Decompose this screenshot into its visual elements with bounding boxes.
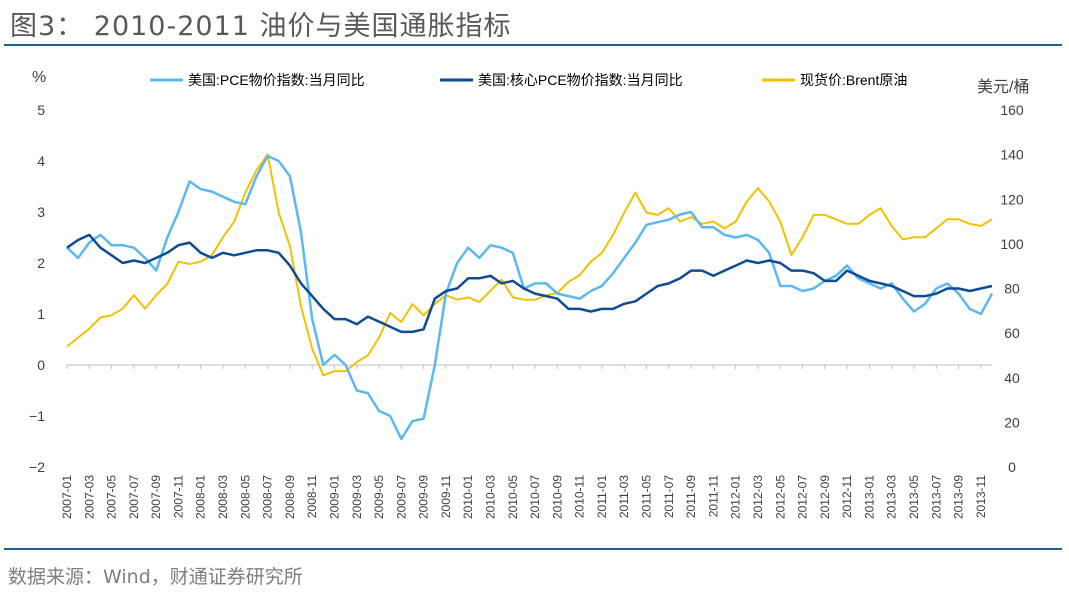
x-tick-label: 2010-11 bbox=[573, 475, 587, 518]
x-tick-label: 2012-01 bbox=[729, 475, 743, 519]
x-tick-label: 2013-01 bbox=[862, 475, 876, 519]
x-tick-label: 2011-11 bbox=[706, 475, 720, 518]
x-tick-label: 2008-03 bbox=[216, 475, 230, 519]
y-left-tick-label: −2 bbox=[29, 459, 45, 475]
x-tick-label: 2009-11 bbox=[439, 475, 453, 518]
x-tick-label: 2008-11 bbox=[305, 475, 319, 518]
series-line-0 bbox=[66, 154, 994, 441]
y-right-tick-label: 160 bbox=[1000, 102, 1024, 118]
x-tick-label: 2013-05 bbox=[907, 475, 921, 519]
x-tick-label: 2008-09 bbox=[283, 475, 297, 519]
y-right-tick-label: 60 bbox=[1004, 325, 1020, 341]
x-tick-label: 2007-05 bbox=[105, 475, 119, 519]
x-tick-label: 2010-05 bbox=[506, 475, 520, 519]
x-tick-label: 2008-07 bbox=[261, 475, 275, 519]
x-tick-label: 2011-09 bbox=[684, 475, 698, 518]
x-tick-label: 2011-07 bbox=[662, 475, 676, 518]
y-right-tick-label: 40 bbox=[1004, 370, 1020, 386]
x-tick-label: 2012-07 bbox=[796, 475, 810, 519]
legend-label: 现货价:Brent原油 bbox=[800, 72, 907, 88]
x-tick-label: 2008-01 bbox=[194, 475, 208, 519]
x-tick-label: 2010-03 bbox=[483, 475, 497, 519]
y-right-tick-label: 140 bbox=[1000, 147, 1024, 163]
x-tick-label: 2010-09 bbox=[550, 475, 564, 519]
x-tick-label: 2009-05 bbox=[372, 475, 386, 519]
series-line-1 bbox=[66, 233, 993, 334]
x-tick-label: 2009-03 bbox=[350, 475, 364, 519]
x-tick-label: 2007-09 bbox=[149, 475, 163, 519]
y-right-tick-label: 20 bbox=[1004, 414, 1020, 430]
source-note: 数据来源：Wind，财通证券研究所 bbox=[8, 566, 303, 588]
x-tick-label: 2007-07 bbox=[127, 475, 141, 519]
x-tick-label: 2011-05 bbox=[640, 475, 654, 518]
x-tick-label: 2013-11 bbox=[974, 475, 988, 518]
x-tick-label: 2012-11 bbox=[840, 475, 854, 518]
y-left-tick-label: 2 bbox=[37, 255, 45, 271]
title-divider bbox=[4, 44, 1062, 46]
legend-label: 美国:PCE物价指数:当月同比 bbox=[188, 72, 365, 88]
series-line-2 bbox=[66, 153, 993, 377]
x-tick-label: 2010-07 bbox=[528, 475, 542, 519]
y-left-unit: % bbox=[32, 69, 46, 86]
x-tick-label: 2009-01 bbox=[327, 475, 341, 519]
x-tick-label: 2007-03 bbox=[82, 475, 96, 519]
x-tick-label: 2012-05 bbox=[773, 475, 787, 519]
y-left-tick-label: −1 bbox=[29, 408, 45, 424]
x-tick-label: 2011-01 bbox=[595, 475, 609, 518]
x-tick-label: 2008-05 bbox=[238, 475, 252, 519]
x-tick-label: 2012-09 bbox=[818, 475, 832, 519]
source-divider bbox=[4, 548, 1062, 550]
y-right-tick-label: 120 bbox=[1000, 191, 1024, 207]
y-left-tick-label: 3 bbox=[37, 204, 45, 220]
y-right-tick-label: 100 bbox=[1000, 236, 1024, 252]
y-left-tick-label: 5 bbox=[37, 102, 45, 118]
chart-title: 图3： 2010-2011 油价与美国通胀指标 bbox=[10, 11, 512, 42]
x-tick-label: 2013-07 bbox=[929, 475, 943, 519]
y-right-unit: 美元/桶 bbox=[977, 78, 1029, 96]
x-tick-label: 2013-09 bbox=[952, 475, 966, 519]
legend-label: 美国:核心PCE物价指数:当月同比 bbox=[478, 72, 683, 88]
y-left-tick-label: 1 bbox=[37, 306, 45, 322]
x-tick-label: 2013-03 bbox=[885, 475, 899, 519]
x-tick-label: 2011-03 bbox=[617, 475, 631, 518]
x-tick-label: 2009-09 bbox=[417, 475, 431, 519]
x-tick-label: 2012-03 bbox=[751, 475, 765, 519]
x-tick-label: 2010-01 bbox=[461, 475, 475, 519]
x-tick-label: 2009-07 bbox=[394, 475, 408, 519]
x-tick-label: 2007-11 bbox=[171, 475, 185, 518]
y-left-tick-label: 0 bbox=[37, 357, 45, 373]
x-tick-label: 2007-01 bbox=[60, 475, 74, 519]
y-right-tick-label: 0 bbox=[1008, 459, 1016, 475]
y-left-tick-label: 4 bbox=[37, 153, 45, 169]
y-right-tick-label: 80 bbox=[1004, 281, 1020, 297]
